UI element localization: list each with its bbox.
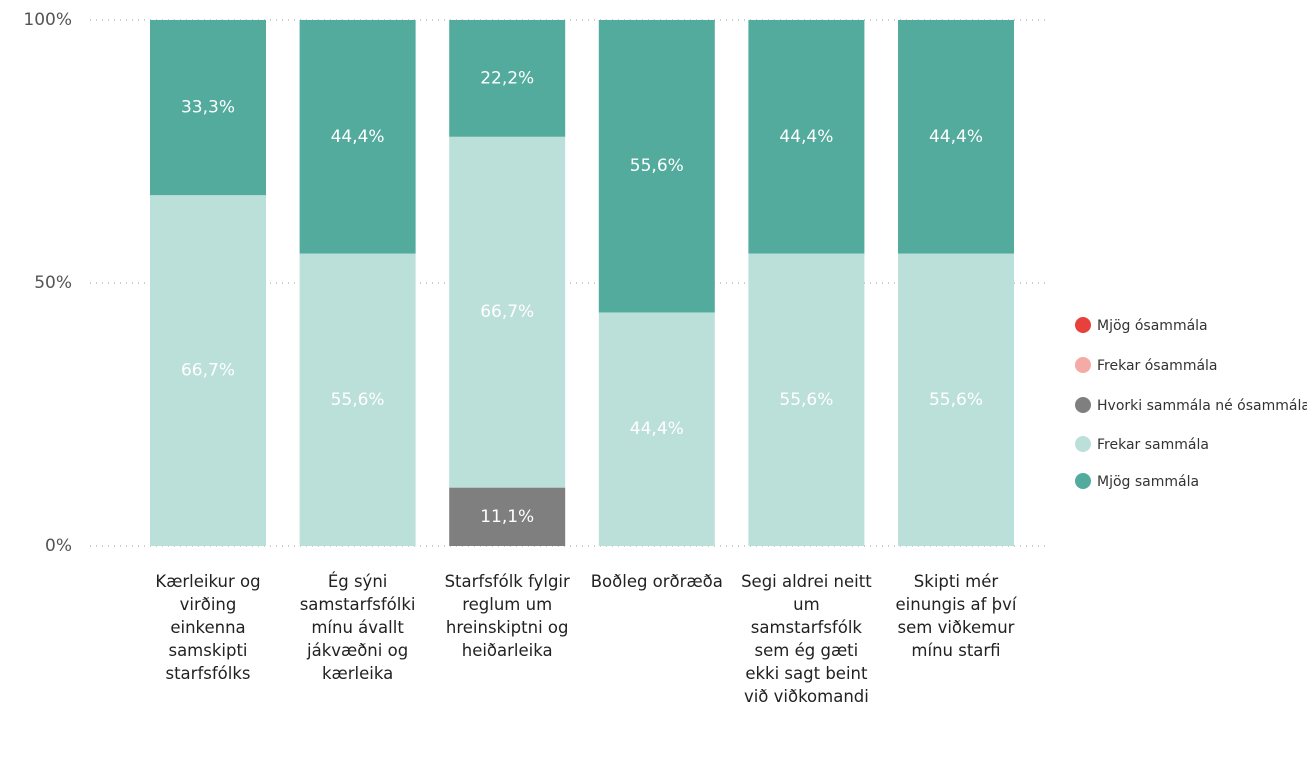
x-tick-label: Segi aldrei neitt um samstarfsfólk sem é… bbox=[741, 572, 872, 706]
bar-segment bbox=[299, 20, 416, 254]
legend-label: Hvorki sammála né ósammála bbox=[1097, 398, 1307, 414]
bar-segment bbox=[449, 20, 566, 137]
value-label: 44,4% bbox=[929, 127, 983, 147]
value-label: 55,6% bbox=[331, 390, 385, 410]
bar-segment bbox=[748, 20, 865, 254]
value-label: 11,1% bbox=[480, 507, 534, 527]
bar-segment bbox=[898, 253, 1014, 546]
legend-marker bbox=[1075, 436, 1091, 452]
y-tick-label: 50% bbox=[34, 273, 72, 293]
y-tick-label: 100% bbox=[23, 10, 72, 30]
bar-segment bbox=[748, 253, 865, 546]
legend-label: Frekar ósammála bbox=[1097, 358, 1218, 374]
value-label: 22,2% bbox=[480, 68, 534, 88]
legend-marker bbox=[1075, 317, 1091, 333]
value-label: 55,6% bbox=[929, 390, 983, 410]
bar-segment bbox=[898, 20, 1014, 254]
legend-label: Mjög ósammála bbox=[1097, 318, 1208, 334]
legend-marker bbox=[1075, 357, 1091, 373]
x-tick-label: Boðleg orðræða bbox=[590, 572, 723, 591]
bar-segment bbox=[299, 253, 416, 546]
value-label: 55,6% bbox=[779, 390, 833, 410]
bar-segment bbox=[150, 20, 266, 196]
bar-segment bbox=[449, 136, 566, 488]
value-label: 44,4% bbox=[779, 127, 833, 147]
x-tick-label: Starfsfólk fylgir reglum um hreinskiptni… bbox=[444, 572, 570, 660]
value-label: 55,6% bbox=[630, 156, 684, 176]
value-label: 44,4% bbox=[630, 419, 684, 439]
y-tick-label: 0% bbox=[45, 536, 72, 556]
value-label: 66,7% bbox=[480, 302, 534, 322]
value-label: 66,7% bbox=[181, 361, 235, 381]
bar-segment bbox=[598, 20, 715, 313]
legend-label: Frekar sammála bbox=[1097, 437, 1209, 453]
legend-marker bbox=[1075, 397, 1091, 413]
x-tick-label: Ég sýni samstarfsfólki mínu ávallt jákvæ… bbox=[299, 572, 416, 683]
legend-label: Mjög sammála bbox=[1097, 474, 1199, 490]
x-tick-label: Skipti mér einungis af því sem viðkemur … bbox=[895, 572, 1017, 660]
bar-segment bbox=[150, 195, 266, 546]
value-label: 33,3% bbox=[181, 98, 235, 118]
bar-segment bbox=[449, 487, 566, 546]
x-tick-label: Kærleikur og virðing einkenna samskipti … bbox=[155, 572, 261, 683]
value-label: 44,4% bbox=[331, 127, 385, 147]
bar-segment bbox=[598, 312, 715, 546]
legend-marker bbox=[1075, 473, 1091, 489]
